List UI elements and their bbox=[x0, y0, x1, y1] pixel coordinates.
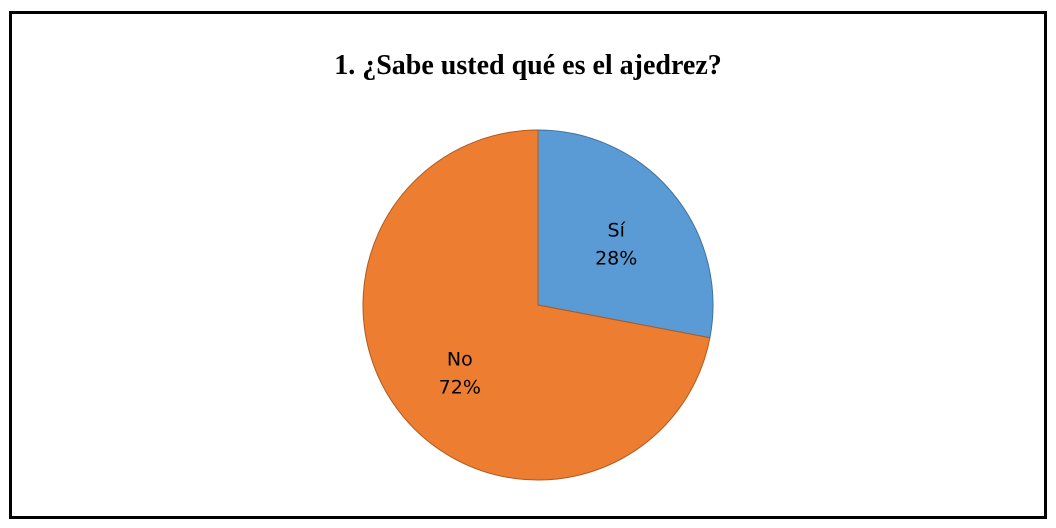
pie-slice-si bbox=[537, 129, 714, 339]
slice-category-label-no: No bbox=[447, 349, 473, 371]
slice-percent-label-no: 72% bbox=[439, 377, 481, 399]
pie-slice-no bbox=[362, 129, 711, 481]
slice-category-label-si: Sí bbox=[608, 219, 626, 241]
slice-percent-label-si: 28% bbox=[595, 247, 637, 269]
chart-title: 1. ¿Sabe usted qué es el ajedrez? bbox=[334, 50, 722, 81]
